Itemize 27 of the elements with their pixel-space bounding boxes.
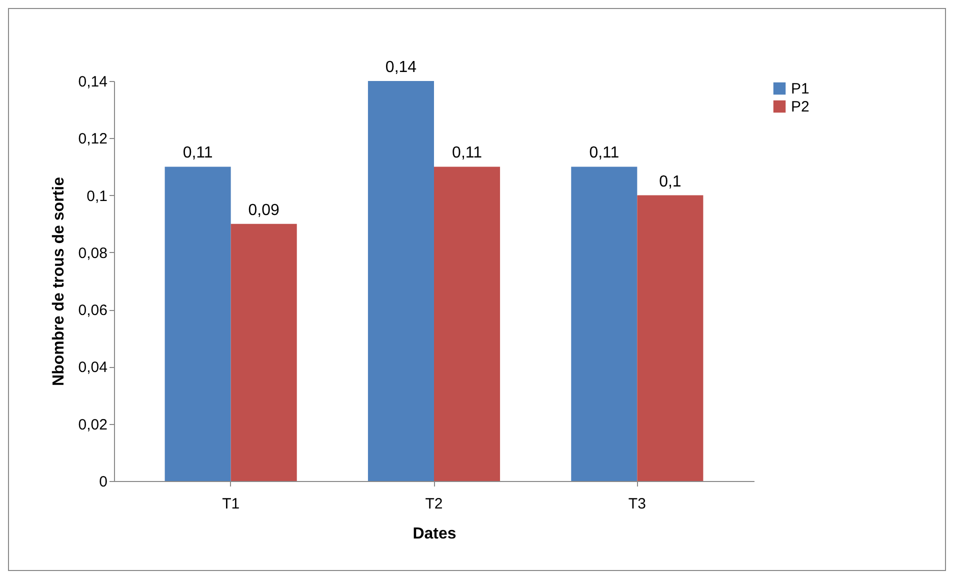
- y-tick-label: 0,1: [86, 188, 108, 205]
- y-tick-label: 0: [99, 474, 108, 490]
- bar: [571, 166, 638, 481]
- y-tick-label: 0,04: [78, 359, 108, 376]
- data-label: 0,14: [385, 59, 417, 76]
- bar: [637, 195, 704, 481]
- data-label: 0,11: [182, 144, 213, 162]
- data-label: 0,11: [589, 144, 620, 162]
- legend-label: P1: [791, 80, 810, 98]
- y-tick-label: 0,12: [78, 130, 108, 148]
- bar: [230, 224, 297, 481]
- data-label: 0,1: [659, 173, 682, 190]
- y-tick-label: 0,06: [78, 302, 108, 320]
- x-tick-label: T3: [628, 496, 646, 512]
- x-tick-label: T2: [425, 496, 443, 512]
- x-axis-title: Dates: [412, 526, 456, 542]
- data-label: 0,09: [248, 202, 280, 219]
- x-tick-label: T1: [222, 496, 240, 512]
- y-tick-label: 0,02: [78, 416, 108, 434]
- bar: [164, 166, 231, 481]
- y-axis-title: Nbombre de trous de sortie: [50, 176, 68, 386]
- bar: [434, 166, 500, 481]
- bar: [368, 81, 434, 481]
- y-tick-label: 0,08: [78, 244, 108, 262]
- legend-label: P2: [791, 98, 810, 116]
- data-label: 0,11: [452, 144, 482, 162]
- y-tick-label: 0,14: [78, 74, 108, 90]
